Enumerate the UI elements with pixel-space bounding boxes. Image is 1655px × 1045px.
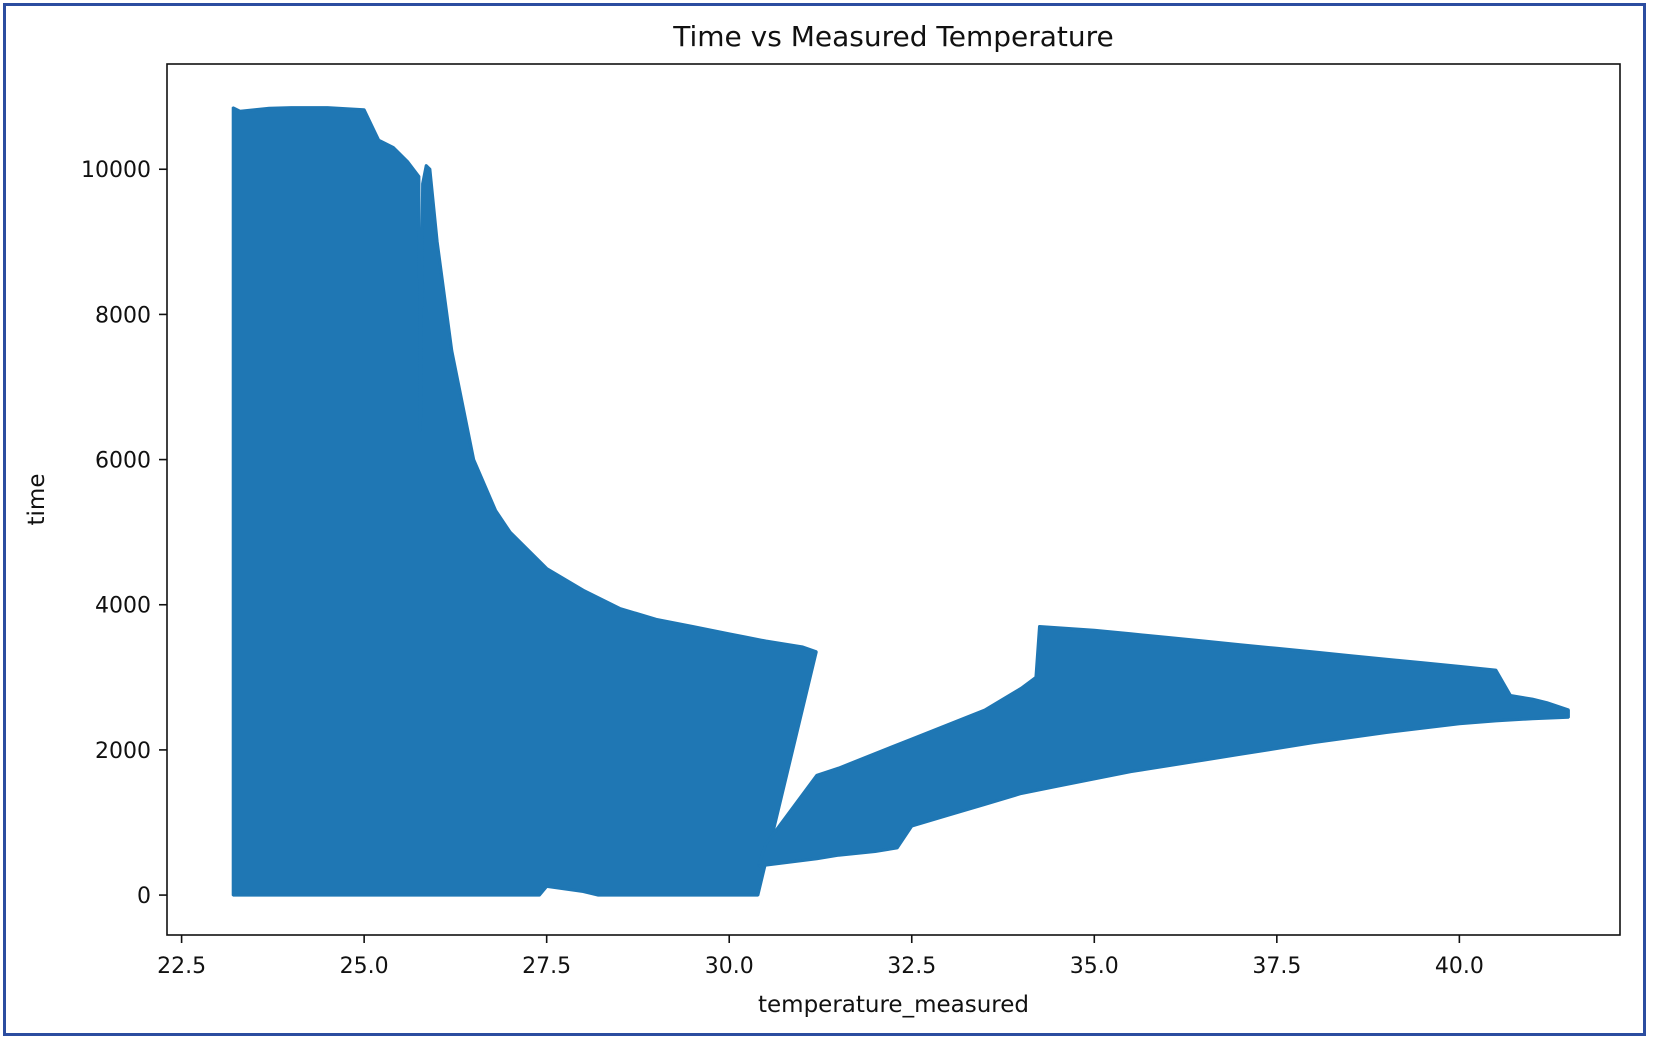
x-tick-label: 22.5: [157, 954, 206, 979]
band2-fill: [757, 625, 1570, 867]
x-tick-label: 25.0: [340, 954, 389, 979]
y-tick-label: 2000: [95, 739, 151, 764]
series-band2-upper: [756, 625, 1570, 867]
x-tick-label: 35.0: [1070, 954, 1119, 979]
y-tick-label: 0: [137, 884, 151, 909]
x-axis: 22.5 25.0 27.5 30.0 32.5 35.0 37.5 40.0: [157, 935, 1484, 979]
y-tick-label: 10000: [81, 158, 151, 183]
y-tick-label: 6000: [95, 449, 151, 474]
x-tick-label: 40.0: [1435, 954, 1484, 979]
series-upper-envelope: [232, 106, 818, 654]
y-axis: 0 2000 4000 6000 8000 10000: [81, 158, 167, 909]
y-tick-label: 4000: [95, 594, 151, 619]
chart-title: Time vs Measured Temperature: [672, 20, 1114, 53]
series-band2-lower: [758, 715, 1569, 868]
axes-frame: [166, 63, 1621, 936]
x-tick-label: 30.0: [705, 954, 754, 979]
x-tick-label: 27.5: [522, 954, 571, 979]
x-axis-label: temperature_measured: [758, 992, 1029, 1018]
y-tick-label: 8000: [95, 303, 151, 328]
series-lower-envelope: [232, 884, 759, 897]
band1-fill: [231, 106, 818, 897]
plot-area: [231, 106, 1570, 897]
y-axis-label: time: [24, 474, 50, 526]
x-tick-label: 37.5: [1252, 954, 1301, 979]
x-tick-label: 32.5: [887, 954, 936, 979]
